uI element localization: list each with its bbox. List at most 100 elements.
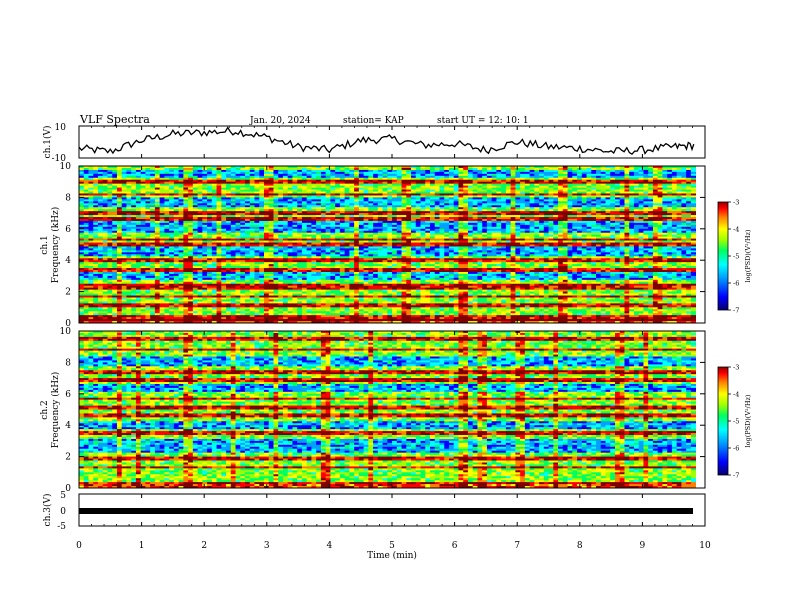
spectrogram-cell [145, 209, 151, 212]
spectrogram-cell [192, 183, 198, 187]
spectrogram-cell [690, 166, 697, 169]
spectrogram-cell [268, 215, 274, 218]
spectrogram-cell [226, 183, 232, 187]
spectrogram-cell [463, 167, 469, 171]
spectrogram-cell [629, 203, 635, 206]
spectrogram-cell [263, 209, 270, 212]
spectrogram-cell [192, 166, 198, 169]
spectrogram-cell [245, 207, 251, 210]
spectrogram-cell [382, 215, 388, 218]
spectrogram-cell [311, 185, 317, 188]
spectrogram-cell [567, 203, 573, 206]
spectrogram-cell [377, 211, 383, 214]
spectrogram-cell [633, 189, 640, 192]
spectrogram-cell [681, 166, 687, 169]
spectrogram-cell [681, 205, 687, 208]
spectrogram-cell [387, 169, 393, 173]
spectrogram-cell [605, 177, 611, 181]
spectrogram-cell [676, 215, 682, 218]
spectrogram-cell [387, 205, 393, 208]
spectrogram-cell [83, 175, 89, 179]
spectrogram-cell [79, 171, 85, 175]
spectrogram-cell [278, 203, 284, 206]
spectrogram-cell [610, 181, 616, 185]
spectrogram-cell [406, 175, 412, 179]
spectrogram-cell [491, 195, 497, 198]
spectrogram-cell [83, 195, 89, 198]
spectrogram-cell [510, 195, 516, 198]
spectrogram-cell [207, 195, 213, 198]
spectrogram-cell [230, 175, 236, 179]
spectrogram-cell [629, 201, 635, 204]
spectrogram-cell [192, 169, 198, 173]
spectrogram-cell [586, 193, 592, 196]
spectrogram-cell [316, 209, 322, 212]
spectrogram-cell [624, 185, 630, 188]
spectrogram-cell [169, 211, 175, 214]
spectrogram-cell [178, 203, 184, 206]
spectrogram-cell [671, 207, 678, 210]
spectrogram-cell [392, 179, 398, 183]
spectrogram-cell [501, 169, 507, 173]
spectrogram-cell [254, 213, 260, 216]
spectrogram-cell [496, 169, 502, 173]
spectrogram-cell [667, 199, 673, 202]
spectrogram-cell [382, 195, 388, 198]
spectrogram-cell [150, 205, 156, 208]
spectrogram-cell [349, 209, 355, 212]
spectrogram-cell [425, 167, 431, 171]
spectrogram-cell [287, 175, 293, 179]
spectrogram-cell [116, 195, 123, 198]
spectrogram-cell [207, 169, 213, 173]
spectrogram-cell [472, 193, 478, 196]
spectrogram-cell [135, 167, 142, 171]
spectrogram-cell [600, 167, 606, 171]
spectrogram-cell [373, 173, 379, 177]
spectrogram-cell [254, 211, 260, 214]
spectrogram-cell [667, 213, 673, 216]
spectrogram-cell [354, 211, 360, 214]
spectrogram-cell [107, 195, 113, 198]
spectrogram-cell [486, 189, 493, 192]
spectrogram-cell [463, 169, 469, 173]
spectrogram-cell [425, 166, 431, 169]
spectrogram-cell [401, 181, 407, 185]
spectrogram-cell [467, 173, 474, 177]
spectrogram-cell [202, 197, 208, 200]
spectrogram-cell [657, 166, 663, 169]
spectrogram-cell [159, 215, 165, 218]
spectrogram-cell [183, 205, 189, 208]
spectrogram-cell [434, 181, 440, 185]
spectrogram-cell [648, 187, 654, 190]
spectrogram-cell [226, 189, 232, 192]
spectrogram-cell [178, 215, 184, 218]
spectrogram-cell [197, 197, 203, 200]
spectrogram-cell [145, 197, 151, 200]
spectrogram-cell [524, 183, 530, 187]
spectrogram-cell [245, 175, 251, 179]
spectrogram-cell [401, 215, 407, 218]
spectrogram-cell [524, 215, 530, 218]
spectrogram-cell [83, 199, 89, 202]
spectrogram-cell [169, 187, 175, 190]
spectrogram-cell [339, 209, 346, 212]
spectrogram-cell [444, 195, 450, 198]
spectrogram-cell [591, 175, 597, 179]
spectrogram-cell [558, 187, 564, 190]
spectrogram-cell [183, 197, 189, 200]
spectrogram-cell [448, 195, 455, 198]
spectrogram-cell [491, 183, 497, 187]
spectrogram-cell [477, 203, 483, 206]
spectrogram-cell [368, 183, 374, 187]
spectrogram-cell [548, 173, 554, 177]
spectrogram-cell [145, 166, 151, 169]
spectrogram-cell [553, 169, 559, 173]
spectrogram-cell [316, 197, 322, 200]
spectrogram-cell [150, 189, 156, 192]
spectrogram-cell [79, 199, 85, 202]
spectrogram-cell [491, 166, 497, 169]
spectrogram-cell [320, 203, 327, 206]
spectrogram-cell [188, 187, 194, 190]
spectrogram-cell [591, 215, 597, 218]
spectrogram-cell [330, 189, 336, 192]
